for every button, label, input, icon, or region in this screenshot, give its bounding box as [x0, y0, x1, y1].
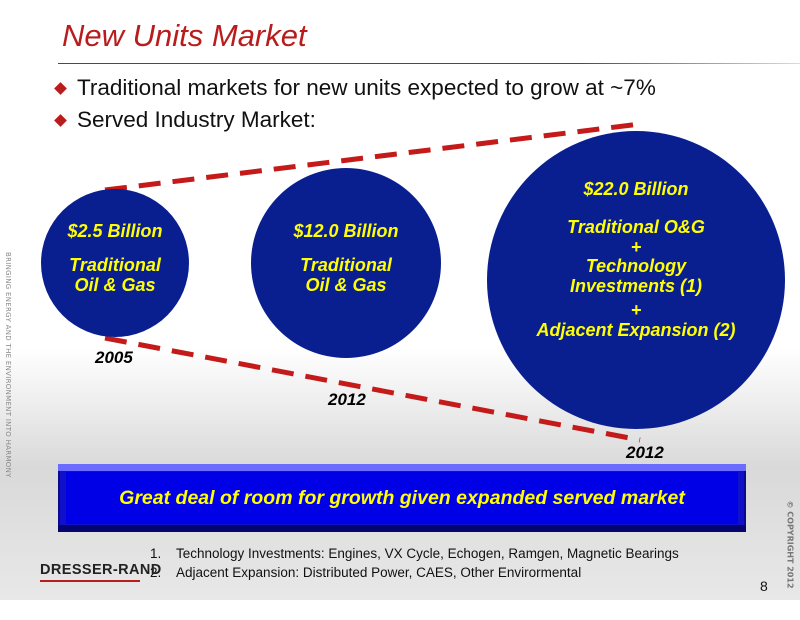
- footnote-item: 2. Adjacent Expansion: Distributed Power…: [150, 565, 679, 584]
- circle-2012-expanded-label: $22.0 Billion Traditional O&G + Technolo…: [506, 179, 766, 341]
- banner-text: Great deal of room for growth given expa…: [66, 472, 738, 524]
- upper-dashed-line: [104, 121, 641, 193]
- copyright-notice: © COPYRIGHT 2012: [785, 500, 795, 589]
- circle-line: Investments (1): [569, 276, 703, 297]
- circle-line: Traditional: [69, 255, 161, 276]
- circle-value: $2.5 Billion: [67, 221, 163, 241]
- banner-bevel-top: [58, 464, 746, 471]
- tagline-vertical: BRINGING ENERGY AND THE ENVIRONMENT INTO…: [4, 252, 12, 478]
- year-label-2005: 2005: [95, 348, 133, 367]
- bullet-list: Traditional markets for new units expect…: [50, 72, 656, 136]
- bullet-text: Traditional markets for new units expect…: [77, 75, 656, 100]
- circle-2012-traditional-label: $12.0 Billion Traditional Oil & Gas: [266, 221, 426, 295]
- circle-2005-label: $2.5 Billion Traditional Oil & Gas: [45, 221, 185, 295]
- lower-dashed-line: [104, 335, 641, 443]
- company-logo: DRESSER-RAND: [40, 562, 162, 578]
- banner-bevel-bottom: [58, 525, 746, 532]
- circle-2012-traditional: [251, 168, 441, 358]
- footnote-number: 1.: [150, 546, 162, 561]
- circle-line: +: [630, 236, 642, 257]
- circle-2005: [41, 189, 189, 337]
- year-label-2012-expanded: 2012: [626, 443, 664, 462]
- circle-line: Adjacent Expansion (2): [536, 319, 736, 340]
- footnote-list: 1. Technology Investments: Engines, VX C…: [150, 546, 679, 584]
- year-label-2012-traditional: 2012: [328, 390, 366, 409]
- summary-banner: Great deal of room for growth given expa…: [58, 464, 746, 532]
- circle-value: $22.0 Billion: [583, 179, 689, 199]
- circle-line: +: [630, 299, 642, 320]
- footnote-text: Technology Investments: Engines, VX Cycl…: [176, 546, 679, 561]
- slide-title: New Units Market: [62, 18, 307, 53]
- circle-value: $12.0 Billion: [293, 221, 399, 241]
- circle-line: Traditional O&G: [567, 216, 705, 237]
- circle-2012-expanded: [487, 131, 785, 429]
- bullet-item: Traditional markets for new units expect…: [50, 72, 656, 104]
- market-growth-diagram: [41, 121, 785, 443]
- footnote-number: 2.: [150, 565, 162, 580]
- title-underline: [58, 63, 800, 64]
- circle-line: Oil & Gas: [305, 275, 387, 296]
- logo-underline: [40, 580, 140, 582]
- circle-line: Technology: [585, 256, 687, 277]
- circle-line: Traditional: [300, 255, 392, 276]
- page-number: 8: [760, 578, 768, 594]
- footnote-text: Adjacent Expansion: Distributed Power, C…: [176, 565, 582, 580]
- bullet-text: Served Industry Market:: [77, 107, 316, 132]
- bullet-item: Served Industry Market:: [50, 104, 656, 136]
- footnote-item: 1. Technology Investments: Engines, VX C…: [150, 546, 679, 565]
- circle-line: Oil & Gas: [74, 275, 156, 296]
